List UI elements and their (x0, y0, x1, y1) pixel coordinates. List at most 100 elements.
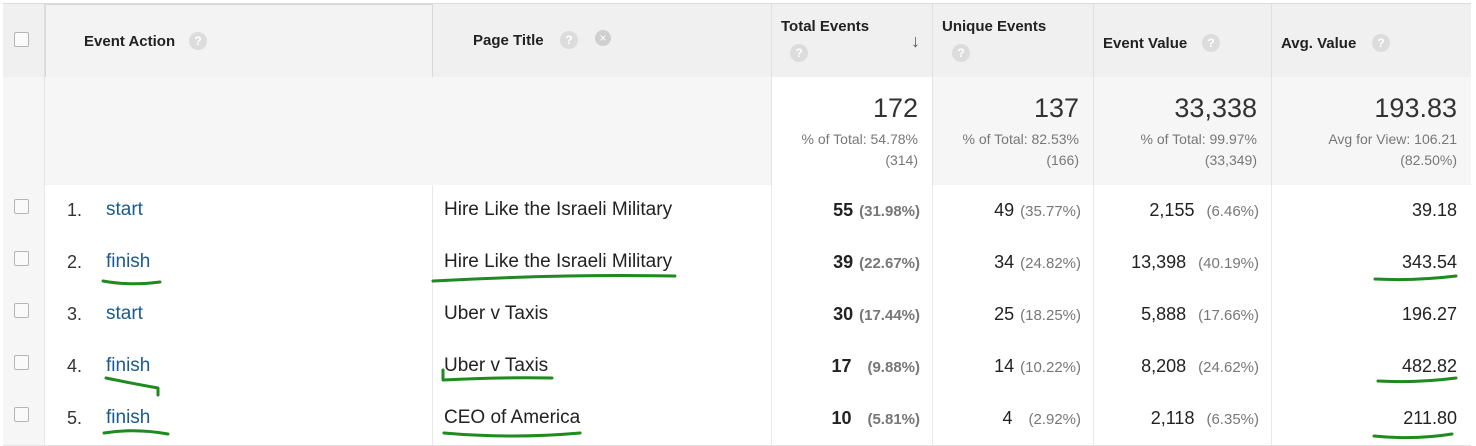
total-events-pct: (31.98%) (859, 203, 920, 220)
event-action-link[interactable]: finish (106, 355, 151, 376)
event-value-pct: (6.46%) (1206, 203, 1259, 220)
avg-value-value: 39.18 (1411, 200, 1457, 220)
avg-value-total-pct: (82.50%) (1400, 152, 1457, 168)
help-icon[interactable]: ? (952, 44, 970, 62)
unique-events-total-value: 137 (1033, 93, 1079, 123)
table-row: 3. start Uber v Taxis 30 (17.44%) 25 (18.2… (3, 289, 1471, 342)
total-events-total-count: (314) (885, 152, 918, 168)
page-title-cell: CEO of America (433, 393, 772, 445)
total-events-cell: 30 (17.44%) (772, 289, 933, 341)
event-value-value: 13,398 (1131, 252, 1187, 272)
total-events-pct: (9.88%) (867, 359, 920, 376)
page-title-cell: Uber v Taxis (433, 341, 772, 393)
page-title-text: Hire Like the Israeli Military (444, 251, 673, 272)
avg-value-header-label: Avg. Value (1281, 35, 1357, 52)
row-checkbox[interactable] (14, 251, 29, 266)
unique-events-cell: 4 (2.92%) (933, 393, 1094, 445)
unique-events-value: 34 (994, 252, 1015, 272)
row-checkbox[interactable] (14, 407, 29, 422)
avg-value-value: 482.82 (1401, 356, 1457, 376)
event-action-header[interactable]: Event Action ? (45, 4, 433, 78)
avg-value-value: 343.54 (1401, 252, 1457, 272)
total-events-total: 172 % of Total: 54.78% (314) (772, 77, 933, 185)
event-value-header-label: Event Value (1103, 35, 1188, 52)
unique-events-pct: (10.22%) (1020, 359, 1081, 376)
total-events-cell: 55 (31.98%) (772, 185, 933, 237)
help-icon[interactable]: ? (560, 31, 578, 49)
unique-events-pct: (18.25%) (1020, 307, 1081, 324)
help-icon[interactable]: ? (1202, 34, 1220, 52)
row-index: 5. (67, 408, 83, 428)
page-title-header-label: Page Title (473, 32, 544, 49)
event-value-value: 8,208 (1141, 356, 1187, 376)
page-title-text: Uber v Taxis (444, 355, 549, 376)
select-all-cell (3, 4, 45, 78)
event-value-cell: 2,118 (6.35%) (1094, 393, 1272, 445)
avg-value-total-value: 193.83 (1374, 93, 1457, 123)
page-title-header[interactable]: Page Title ? × (433, 4, 772, 78)
unique-events-value: 25 (994, 304, 1015, 324)
total-events-cell: 10 (5.81%) (772, 393, 933, 445)
unique-events-total-count: (166) (1046, 152, 1079, 168)
event-value-header[interactable]: Event Value ? (1094, 4, 1272, 78)
table-row: 2. finish Hire Like the Israeli Military… (3, 237, 1471, 290)
total-events-total-sub: % of Total: 54.78% (314) (802, 129, 918, 171)
event-action-cell: 5. finish (45, 393, 433, 445)
event-action-link[interactable]: start (106, 199, 143, 220)
unique-events-value: 14 (994, 356, 1015, 376)
row-index: 1. (67, 200, 83, 220)
event-value-pct: (17.66%) (1198, 307, 1259, 324)
event-value-cell: 8,208 (24.62%) (1094, 341, 1272, 393)
total-events-pct: (22.67%) (859, 255, 920, 272)
event-action-link[interactable]: start (106, 303, 143, 324)
page-title-text: Hire Like the Israeli Military (444, 199, 673, 220)
row-select-cell (3, 185, 45, 237)
total-events-cell: 17 (9.88%) (772, 341, 933, 393)
row-checkbox[interactable] (14, 355, 29, 370)
event-value-total-count: (33,349) (1204, 152, 1257, 168)
event-value-cell: 5,888 (17.66%) (1094, 289, 1272, 341)
table-row: 1. start Hire Like the Israeli Military … (3, 185, 1471, 238)
avg-value-total-view: Avg for View: 106.21 (1328, 131, 1457, 147)
table-row: 5. finish CEO of America 10 (5.81%) 4 (2.9… (3, 393, 1471, 446)
row-checkbox[interactable] (14, 303, 29, 318)
avg-value-total: 193.83 Avg for View: 106.21 (82.50%) (1272, 77, 1471, 185)
row-select-cell (3, 289, 45, 341)
avg-value-cell: 39.18 (1272, 185, 1471, 237)
event-action-cell: 2. finish (45, 237, 433, 289)
sort-descending-icon[interactable]: ↓ (911, 31, 920, 51)
unique-events-cell: 49 (35.77%) (933, 185, 1094, 237)
page-title-text: CEO of America (444, 407, 581, 428)
remove-dimension-icon[interactable]: × (595, 30, 611, 46)
event-action-cell: 3. start (45, 289, 433, 341)
event-value-cell: 13,398 (40.19%) (1094, 237, 1272, 289)
event-action-cell: 4. finish (45, 341, 433, 393)
total-events-value: 10 (831, 408, 852, 428)
event-value-total: 33,338 % of Total: 99.97% (33,349) (1094, 77, 1272, 185)
row-select-cell (3, 393, 45, 445)
row-select-cell (3, 341, 45, 393)
total-events-header[interactable]: Total Events ? ↓ (772, 4, 933, 78)
select-all-checkbox[interactable] (14, 32, 29, 47)
help-icon[interactable]: ? (189, 32, 207, 50)
page-title-text: Uber v Taxis (444, 303, 549, 324)
event-action-link[interactable]: finish (106, 251, 151, 272)
avg-value-cell: 343.54 (1272, 237, 1471, 289)
help-icon[interactable]: ? (790, 44, 808, 62)
total-events-pct: (17.44%) (859, 307, 920, 324)
unique-events-header[interactable]: Unique Events ? (933, 4, 1094, 78)
total-events-value: 17 (831, 356, 852, 376)
event-value-total-sub: % of Total: 99.97% (33,349) (1141, 129, 1257, 171)
total-events-value: 39 (833, 252, 854, 272)
row-index: 4. (67, 356, 83, 376)
event-value-value: 5,888 (1141, 304, 1187, 324)
event-action-link[interactable]: finish (106, 407, 151, 428)
unique-events-total-sub: % of Total: 82.53% (166) (963, 129, 1079, 171)
avg-value-cell: 211.80 (1272, 393, 1471, 445)
row-checkbox[interactable] (14, 199, 29, 214)
unique-events-pct: (2.92%) (1028, 411, 1081, 428)
event-value-value: 2,155 (1149, 200, 1195, 220)
avg-value-value: 211.80 (1403, 408, 1457, 428)
help-icon[interactable]: ? (1372, 34, 1390, 52)
avg-value-header[interactable]: Avg. Value ? (1272, 4, 1471, 78)
